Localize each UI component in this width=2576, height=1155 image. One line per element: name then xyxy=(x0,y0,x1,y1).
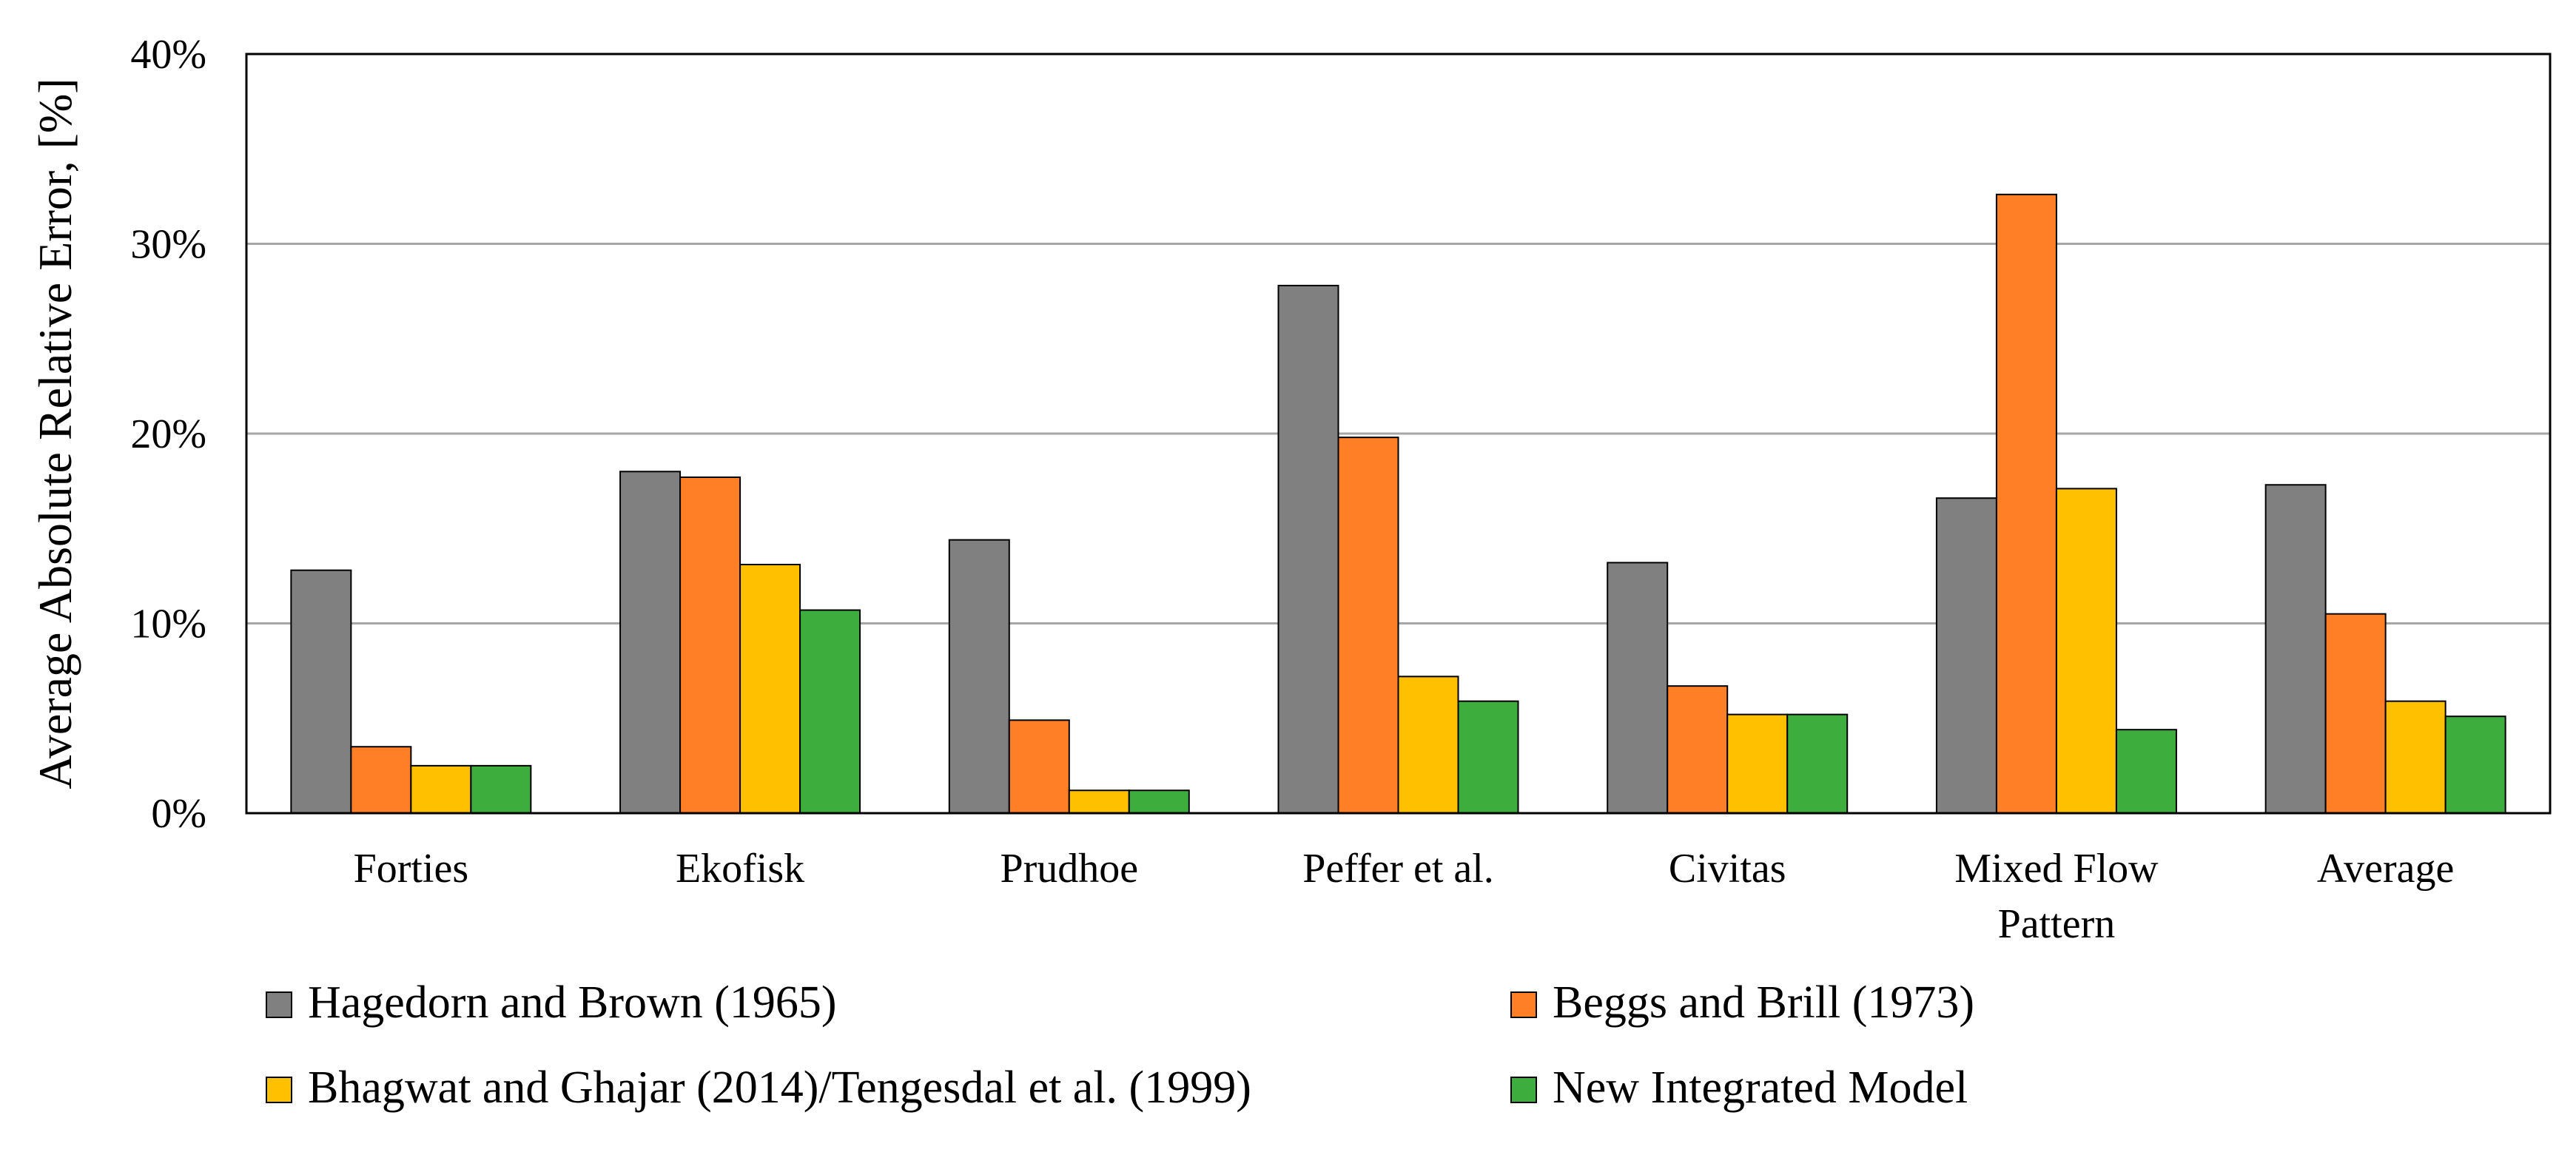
x-category-label: Peffer et al. xyxy=(1302,846,1494,892)
y-tick-label: 20% xyxy=(130,411,206,457)
x-category-label: Average xyxy=(2317,846,2455,892)
legend-swatch xyxy=(266,991,292,1018)
x-category-label: Pattern xyxy=(1998,901,2116,947)
bar xyxy=(2444,715,2506,814)
y-tick-label: 0% xyxy=(151,791,206,837)
bar xyxy=(679,476,741,814)
legend-item[interactable]: Bhagwat and Ghajar (2014)/Tengesdal et a… xyxy=(266,1063,1251,1113)
x-category-label: Forties xyxy=(354,846,469,892)
bar xyxy=(739,563,801,814)
legend-swatch xyxy=(266,1077,292,1103)
bar xyxy=(290,569,352,814)
bar xyxy=(1068,789,1130,814)
legend-item[interactable]: Beggs and Brill (1973) xyxy=(1510,977,1974,1028)
y-tick-label: 10% xyxy=(130,602,206,647)
bar xyxy=(410,764,472,814)
y-tick-label: 30% xyxy=(130,222,206,268)
plot-frame xyxy=(245,53,2552,815)
bar xyxy=(1607,562,1669,814)
x-category-label: Ekofisk xyxy=(676,846,804,892)
bar xyxy=(1995,193,2057,814)
x-category-label: Civitas xyxy=(1669,846,1786,892)
x-axis-category-labels: Forties Ekofisk Prudhoe Peffer et al. Civita… xyxy=(354,846,2455,947)
bars xyxy=(290,193,2506,815)
legend[interactable]: Hagedorn and Brown (1965) Beggs and Brill… xyxy=(266,977,1974,1113)
legend-swatch xyxy=(1510,991,1537,1018)
y-axis-label: Average Absolute Relative Error, [%] xyxy=(29,78,81,789)
legend-swatch xyxy=(1510,1077,1537,1103)
x-category-label: Mixed Flow xyxy=(1954,846,2159,892)
bar xyxy=(948,539,1010,814)
bar xyxy=(1935,497,1997,815)
bar xyxy=(470,764,532,814)
bar xyxy=(619,471,682,814)
y-axis-ticks: 0% 10% 20% 30% 40% xyxy=(130,32,206,837)
bar xyxy=(1128,789,1190,814)
bar xyxy=(1457,700,1519,814)
legend-label: Beggs and Brill (1973) xyxy=(1553,977,1974,1028)
bar xyxy=(2324,613,2387,814)
bar xyxy=(2384,700,2446,814)
bar xyxy=(1397,676,1459,814)
legend-label: Hagedorn and Brown (1965) xyxy=(308,977,837,1028)
bar xyxy=(1008,719,1070,814)
legend-item[interactable]: Hagedorn and Brown (1965) xyxy=(266,977,837,1028)
bar xyxy=(1277,284,1339,814)
bar xyxy=(2264,484,2327,814)
bar xyxy=(2115,729,2177,815)
x-category-label: Prudhoe xyxy=(1000,846,1138,892)
y-tick-label: 40% xyxy=(130,32,206,78)
legend-label: Bhagwat and Ghajar (2014)/Tengesdal et a… xyxy=(308,1063,1251,1113)
bar xyxy=(1786,713,1849,814)
legend-label: New Integrated Model xyxy=(1553,1063,1968,1113)
bar xyxy=(1337,437,1399,814)
bar xyxy=(799,609,861,814)
bar xyxy=(1726,713,1789,814)
bar xyxy=(1667,685,1729,815)
bar xyxy=(350,746,412,814)
legend-item[interactable]: New Integrated Model xyxy=(1510,1063,1968,1113)
bar xyxy=(2055,488,2117,814)
